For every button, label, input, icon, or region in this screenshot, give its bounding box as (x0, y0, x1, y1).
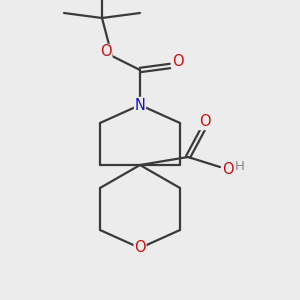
Text: O: O (222, 161, 234, 176)
Text: O: O (134, 241, 146, 256)
Text: O: O (172, 55, 184, 70)
Text: O: O (199, 115, 211, 130)
Text: O: O (100, 44, 112, 59)
Text: H: H (235, 160, 245, 173)
Text: N: N (135, 98, 146, 112)
